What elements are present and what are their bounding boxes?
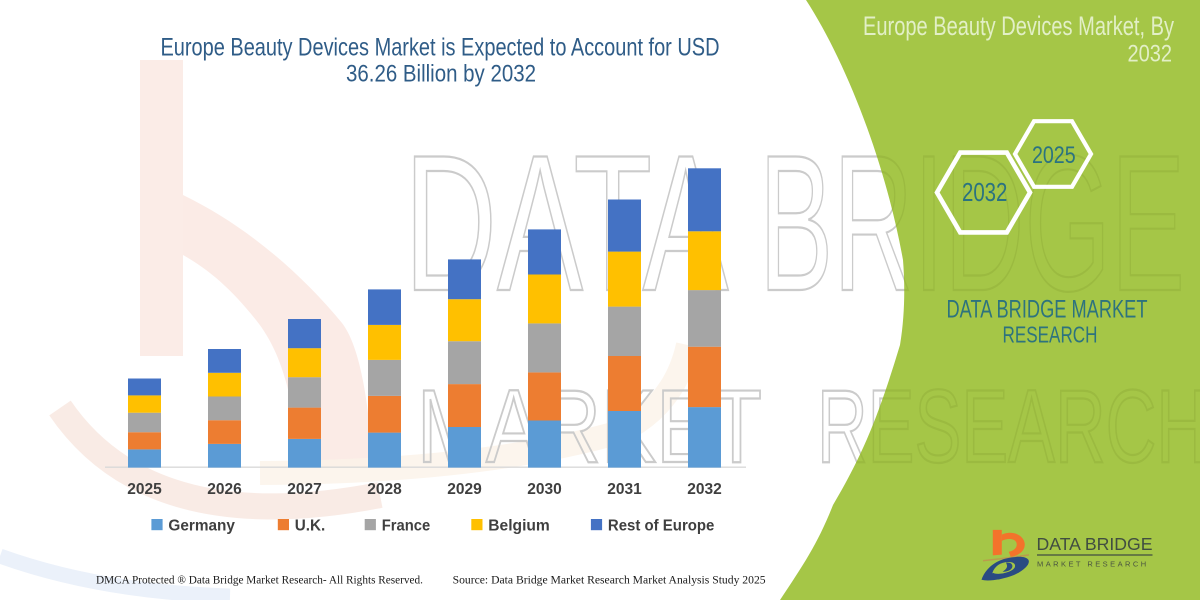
svg-text:2027: 2027 xyxy=(287,481,321,498)
svg-text:2030: 2030 xyxy=(527,481,561,498)
svg-text:2028: 2028 xyxy=(367,481,402,498)
svg-text:2032: 2032 xyxy=(687,481,721,498)
svg-text:Source: Data Bridge Market Res: Source: Data Bridge Market Research Mark… xyxy=(453,573,766,587)
svg-text:DMCA Protected ® Data Bridge M: DMCA Protected ® Data Bridge Market Rese… xyxy=(96,573,423,587)
svg-text:DATA BRIDGE MARKET: DATA BRIDGE MARKET xyxy=(947,296,1148,324)
svg-text:U.K.: U.K. xyxy=(295,518,326,535)
svg-text:2026: 2026 xyxy=(207,481,242,498)
svg-text:2029: 2029 xyxy=(447,481,482,498)
svg-text:36.26 Billion by 2032: 36.26 Billion by 2032 xyxy=(346,61,536,88)
svg-text:Rest of Europe: Rest of Europe xyxy=(608,518,715,535)
svg-text:MARKET RESEARCH: MARKET RESEARCH xyxy=(1037,560,1149,569)
svg-text:RESEARCH: RESEARCH xyxy=(1003,322,1098,348)
svg-text:Germany: Germany xyxy=(168,518,235,535)
svg-text:2025: 2025 xyxy=(127,481,162,498)
svg-text:Europe Beauty Devices Market,: Europe Beauty Devices Market, By xyxy=(863,11,1175,41)
svg-text:Europe Beauty Devices Market i: Europe Beauty Devices Market is Expected… xyxy=(161,33,720,61)
svg-text:2032: 2032 xyxy=(1128,40,1173,67)
svg-text:2031: 2031 xyxy=(607,481,642,498)
svg-text:2025: 2025 xyxy=(1032,142,1076,169)
svg-text:2032: 2032 xyxy=(962,179,1008,207)
svg-text:Belgium: Belgium xyxy=(488,518,550,535)
svg-text:France: France xyxy=(382,518,431,535)
svg-text:DATA BRIDGE: DATA BRIDGE xyxy=(1037,534,1153,554)
